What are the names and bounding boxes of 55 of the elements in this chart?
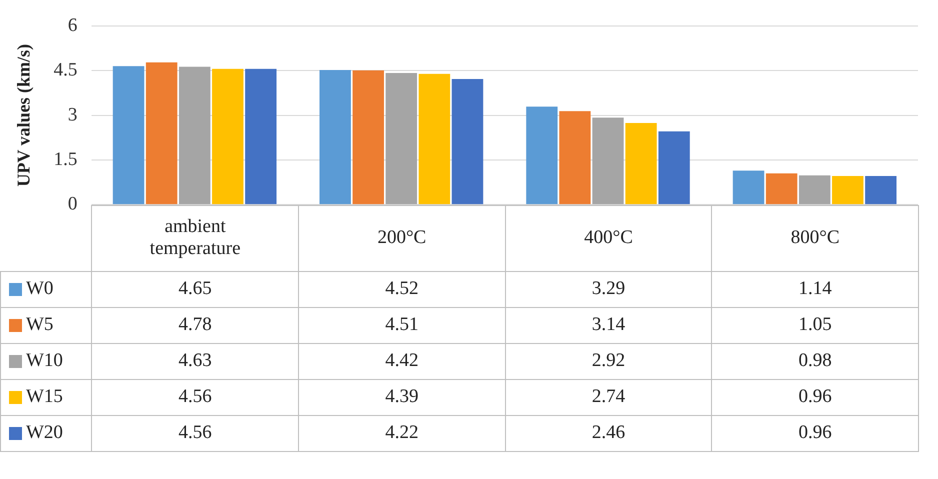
data-label: 3.14 xyxy=(505,307,712,344)
x-tick-label: 400°C xyxy=(505,205,712,272)
bar xyxy=(418,74,450,204)
data-label: 4.63 xyxy=(92,343,298,380)
data-label: 4.22 xyxy=(298,415,506,452)
data-label: 2.92 xyxy=(505,343,712,380)
bar xyxy=(732,170,764,204)
bar xyxy=(386,73,418,204)
bar xyxy=(320,70,351,204)
y-axis-title: UPV values (km/s) xyxy=(13,44,34,187)
data-label: 4.65 xyxy=(92,271,298,308)
data-label: 4.52 xyxy=(298,271,506,308)
legend-label: W20 xyxy=(0,415,92,452)
bar xyxy=(178,66,210,204)
bar xyxy=(452,78,484,204)
bar xyxy=(658,131,690,204)
y-tick-label: 0 xyxy=(68,194,78,215)
data-label: 2.46 xyxy=(505,415,712,452)
y-tick-label: 3 xyxy=(68,104,78,126)
data-label: 4.78 xyxy=(92,307,298,344)
data-label: 4.39 xyxy=(298,379,506,416)
data-label: 2.74 xyxy=(505,379,712,416)
bar xyxy=(112,66,144,204)
bar xyxy=(592,118,624,204)
legend-label: W15 xyxy=(0,379,92,416)
bar xyxy=(865,176,897,204)
bar xyxy=(766,173,798,204)
x-tick-label: 800°C xyxy=(712,205,918,272)
x-tick-label: 200°C xyxy=(298,205,506,272)
data-label: 4.56 xyxy=(92,379,298,416)
bar xyxy=(559,111,591,204)
bar xyxy=(798,175,830,204)
bar xyxy=(526,106,558,204)
legend-label: W5 xyxy=(0,307,92,344)
data-label: 4.42 xyxy=(298,343,506,380)
y-tick-label: 1.5 xyxy=(54,148,78,170)
legend-label: W0 xyxy=(0,271,92,308)
x-tick-label: ambient temperature xyxy=(92,205,298,272)
legend-label: W10 xyxy=(0,343,92,380)
data-label: 4.51 xyxy=(298,307,506,344)
data-label: 0.96 xyxy=(712,379,918,416)
bar xyxy=(352,70,384,204)
bar xyxy=(212,68,244,204)
bar xyxy=(625,123,657,204)
data-label: 1.14 xyxy=(712,271,918,308)
data-label: 1.05 xyxy=(712,307,918,344)
data-label: 4.56 xyxy=(92,415,298,452)
bar xyxy=(146,62,178,204)
y-tick-label: 6 xyxy=(68,14,78,36)
bar xyxy=(245,68,277,204)
y-tick-label: 4.5 xyxy=(54,60,78,81)
data-label: 3.29 xyxy=(505,271,712,308)
bar xyxy=(832,176,864,204)
data-label: 0.98 xyxy=(712,343,918,380)
data-label: 0.96 xyxy=(712,415,918,452)
